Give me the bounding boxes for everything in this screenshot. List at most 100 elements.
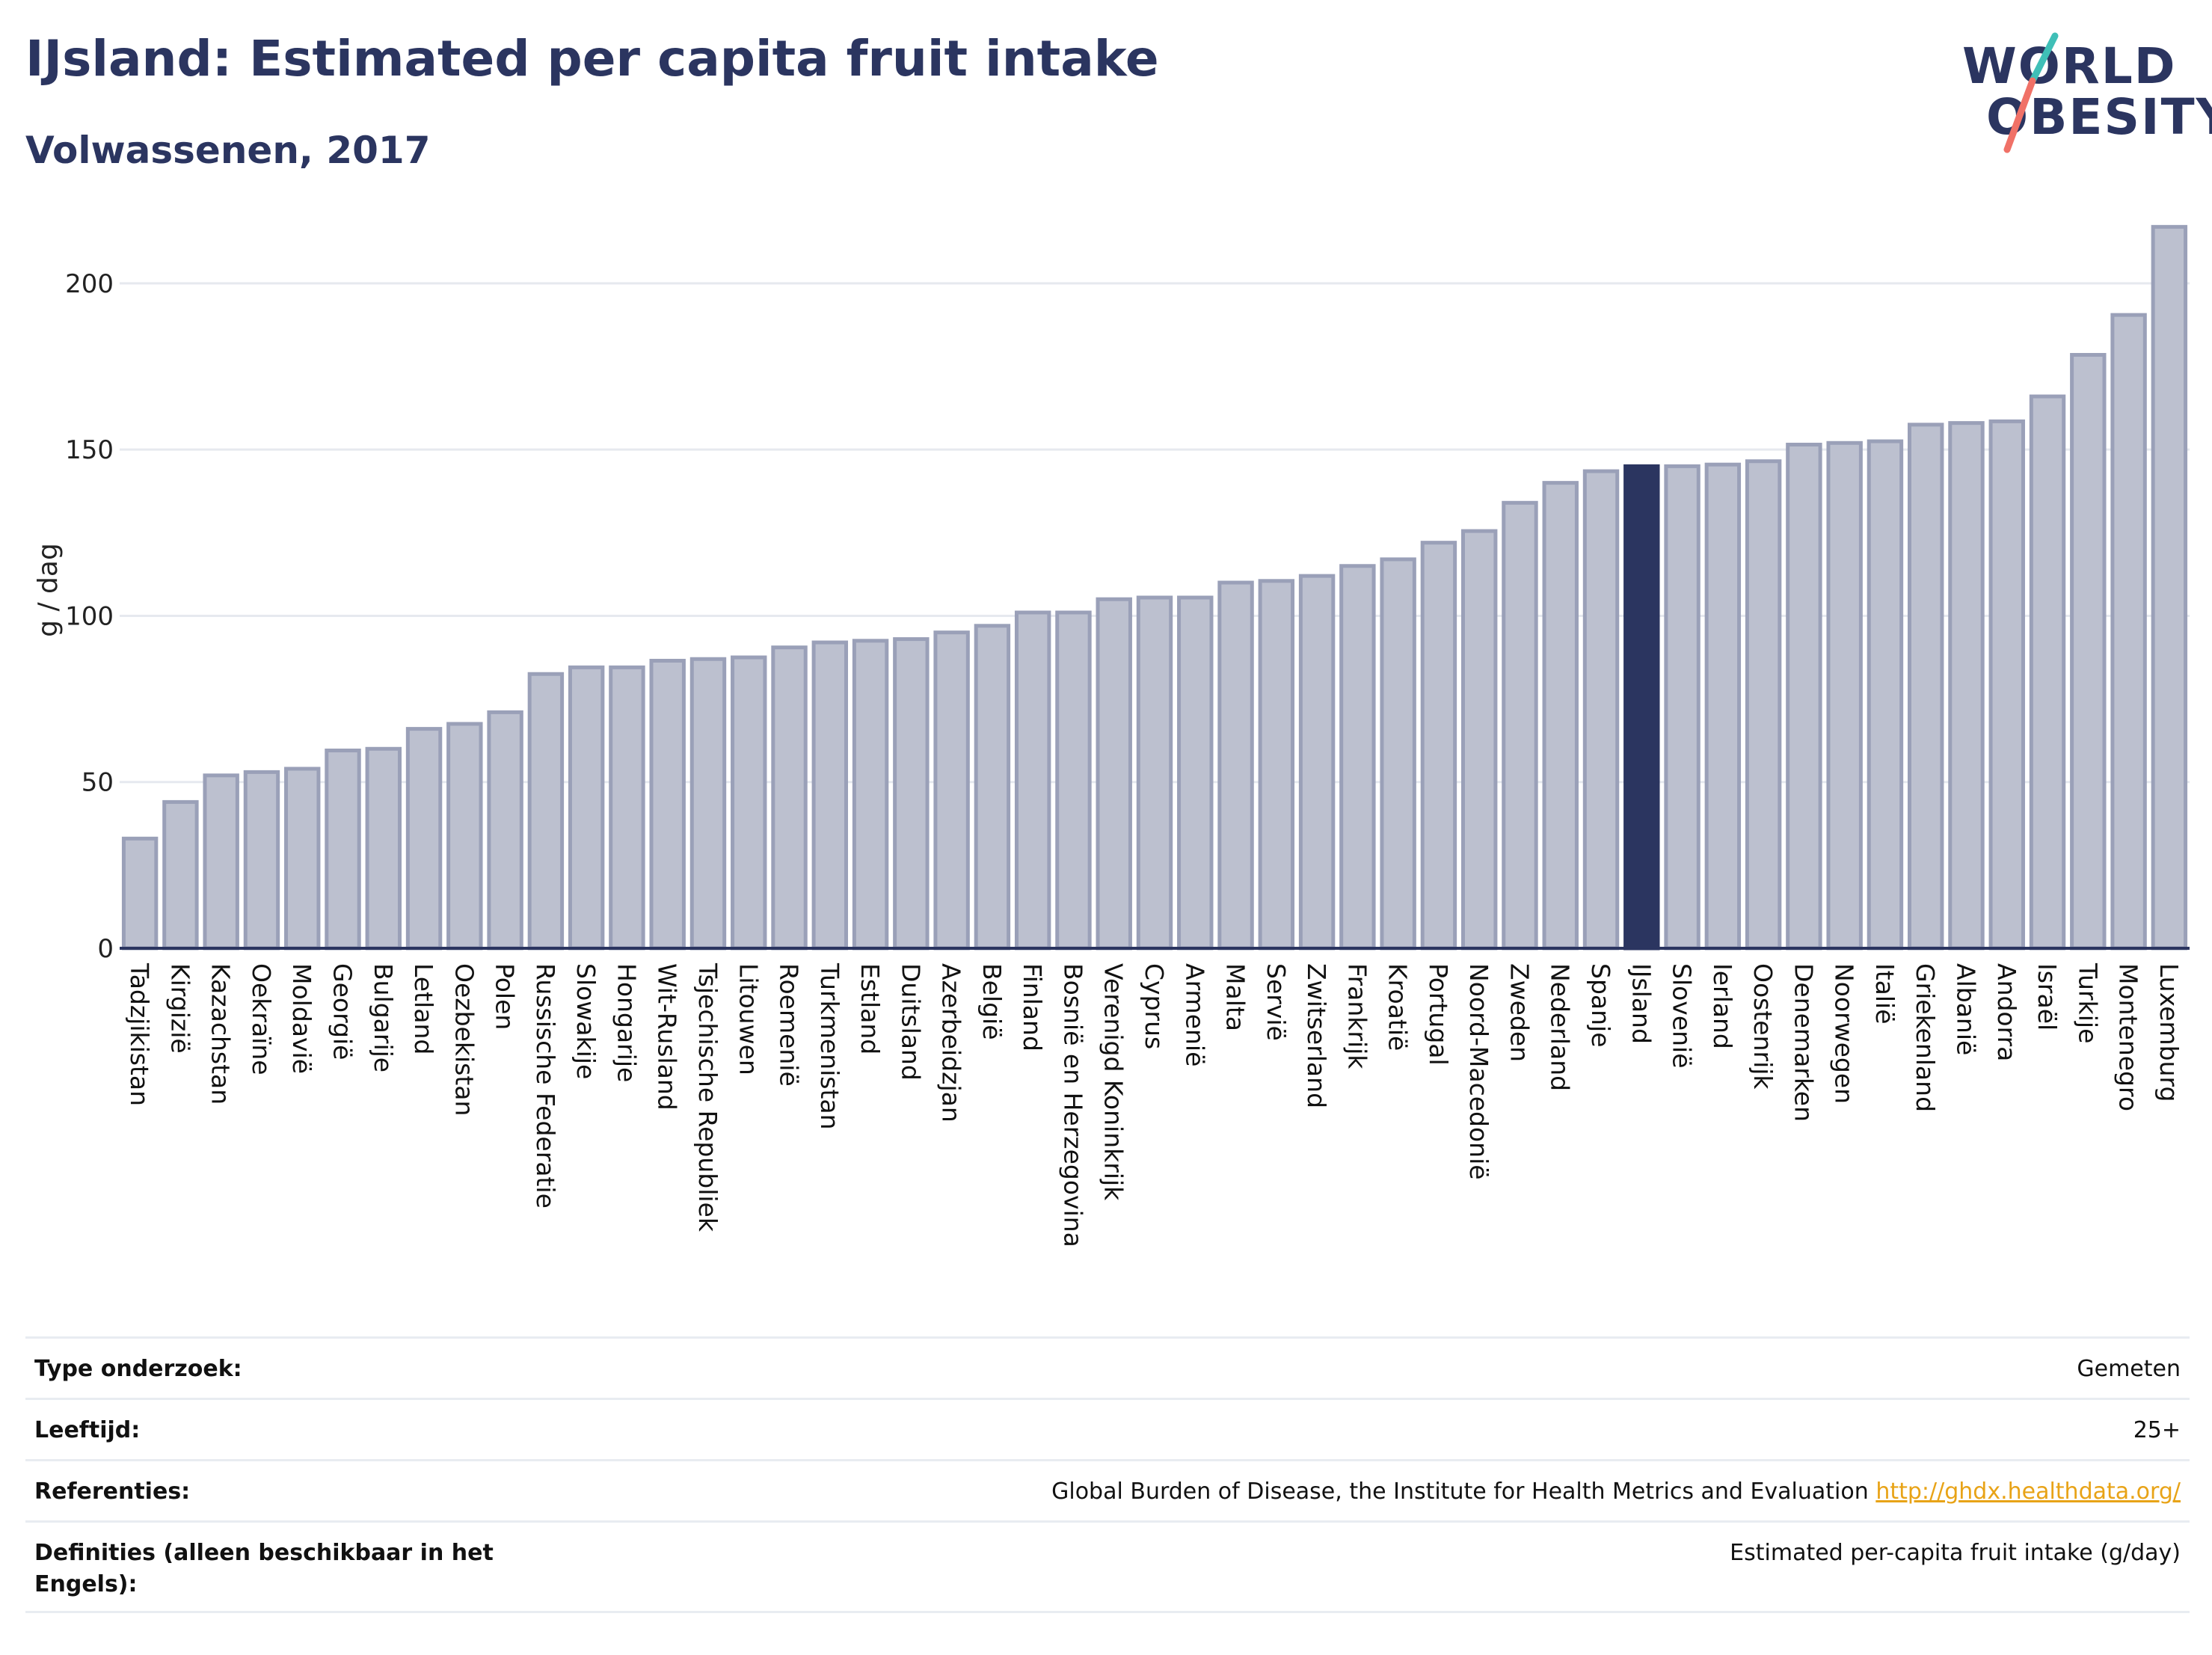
bar: [1055, 610, 1092, 951]
x-tick-label: Zweden: [1505, 963, 1534, 1062]
meta-key: Type onderzoek:: [34, 1356, 242, 1382]
y-tick-label: 100: [65, 601, 114, 631]
bar: [527, 672, 565, 951]
bar: [1582, 469, 1620, 951]
meta-row-definitions: Definities (alleen beschikbaar in het En…: [25, 1520, 2190, 1613]
bar: [1502, 500, 1538, 951]
meta-value: Estimated per-capita fruit intake (g/day…: [1730, 1540, 2181, 1566]
x-tick-label: Verenigd Koninkrijk: [1099, 963, 1128, 1201]
metadata-table: Type onderzoek: Gemeten Leeftijd: 25+ Re…: [25, 1336, 2190, 1613]
x-tick-label: Azerbeidzjan: [937, 963, 966, 1123]
x-tick-label: Griekenland: [1911, 963, 1940, 1112]
bar: [325, 748, 361, 951]
logo-line-1: WORLD: [1962, 37, 2177, 95]
bar: [1177, 595, 1214, 951]
x-tick-label: Luxemburg: [2154, 963, 2184, 1102]
x-tick-label: Portugal: [1424, 963, 1453, 1066]
bar: [1298, 574, 1336, 951]
x-tick-label: Andorra: [1992, 963, 2021, 1061]
bar: [1542, 481, 1579, 951]
y-tick-label: 200: [65, 269, 114, 299]
chart-subtitle: Volwassenen, 2017: [25, 129, 431, 172]
world-obesity-logo[interactable]: WORLD OBESITY: [1944, 30, 2212, 165]
bar: [121, 836, 159, 951]
x-tick-label: Oekraïne: [247, 963, 276, 1075]
chart-title: IJsland: Estimated per capita fruit inta…: [25, 30, 1159, 87]
meta-row-survey-type: Type onderzoek: Gemeten: [25, 1336, 2190, 1398]
x-tick-label: Noorwegen: [1830, 963, 1859, 1104]
x-tick-label: Russische Federatie: [531, 963, 560, 1209]
bar: [649, 658, 686, 951]
x-tick-label: IJsland: [1626, 963, 1656, 1044]
bar: [1460, 529, 1498, 951]
bar: [1988, 419, 2025, 951]
x-tick-label: Nederland: [1546, 963, 1575, 1091]
bar: [1096, 597, 1132, 951]
x-tick-label: Bulgarije: [369, 963, 398, 1072]
x-tick-label: Duitsland: [896, 963, 925, 1081]
bar: [1704, 462, 1742, 951]
bar: [1867, 439, 1904, 951]
bar: [1380, 557, 1416, 951]
bar: [1908, 423, 1944, 951]
meta-row-age: Leeftijd: 25+: [25, 1398, 2190, 1459]
meta-key: Definities (alleen beschikbaar in het En…: [34, 1540, 494, 1597]
x-tick-label: Finland: [1018, 963, 1047, 1051]
bar: [689, 657, 727, 951]
meta-value: Gemeten: [2077, 1356, 2181, 1382]
bar: [731, 655, 767, 951]
bar: [243, 770, 280, 951]
x-tick-label: België: [977, 963, 1007, 1040]
x-tick-label: Zwitserland: [1302, 963, 1331, 1108]
x-tick-label: Cyprus: [1140, 963, 1169, 1049]
bar: [1623, 464, 1660, 951]
bar: [1136, 595, 1173, 951]
x-tick-label: Letland: [409, 963, 438, 1054]
bar: [1420, 541, 1457, 951]
bar: [405, 727, 443, 951]
meta-value: 25+: [2133, 1417, 2181, 1443]
x-tick-label: Polen: [491, 963, 520, 1030]
bar: [771, 645, 808, 951]
logo-slash-icon: [2003, 32, 2059, 153]
bar: [1014, 610, 1051, 951]
x-tick-label: Kroatië: [1383, 963, 1413, 1051]
y-axis-label: g / dag: [33, 543, 64, 637]
x-tick-label: Litouwen: [734, 963, 763, 1075]
x-tick-label: Denemarken: [1789, 963, 1818, 1122]
bar: [933, 630, 970, 951]
bar: [2151, 224, 2188, 951]
bar: [1258, 579, 1295, 951]
x-tick-label: Estland: [855, 963, 885, 1054]
meta-row-references: Referenties: Global Burden of Disease, t…: [25, 1459, 2190, 1520]
x-tick-label: Albanië: [1951, 963, 1980, 1055]
x-tick-label: Hongarije: [612, 963, 641, 1082]
bar: [609, 665, 645, 951]
meta-key: Referenties:: [34, 1479, 191, 1505]
x-tick-label: Frankrijk: [1342, 963, 1371, 1069]
x-tick-label: Malta: [1221, 963, 1250, 1031]
bar: [1786, 443, 1822, 951]
x-tick-label: Slowakije: [571, 963, 600, 1079]
x-tick-label: Kirgizië: [165, 963, 194, 1054]
bar: [203, 773, 239, 951]
x-tick-label: Israël: [2033, 963, 2062, 1031]
meta-key: Leeftijd:: [34, 1417, 141, 1443]
bar: [1664, 464, 1701, 951]
x-tick-label: Bosnië en Herzegovina: [1058, 963, 1087, 1247]
x-tick-label: Moldavië: [287, 963, 316, 1074]
x-tick-label: Ierland: [1708, 963, 1737, 1049]
x-tick-label: Wit-Rusland: [653, 963, 682, 1111]
x-tick-label: Roemenië: [775, 963, 804, 1087]
bar: [487, 710, 523, 951]
reference-link[interactable]: http://ghdx.healthdata.org/: [1875, 1479, 2181, 1505]
bar: [1826, 440, 1863, 951]
x-tick-label: Slovenië: [1668, 963, 1697, 1069]
x-tick-label: Kazachstan: [206, 963, 236, 1105]
bar: [1948, 421, 1985, 951]
bar: [893, 637, 930, 951]
y-tick-label: 50: [82, 768, 114, 798]
bar: [2029, 394, 2066, 951]
x-tick-label: Turkije: [2073, 962, 2102, 1043]
bar: [162, 799, 199, 951]
